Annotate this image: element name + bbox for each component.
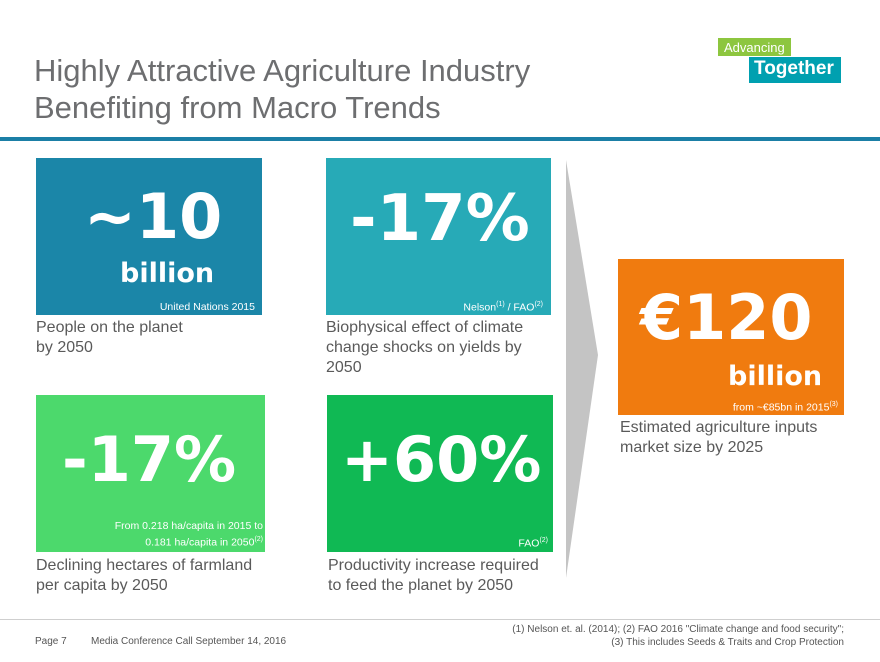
tile-productivity-caption: Productivity increase required to feed t…: [328, 556, 578, 596]
source-sup: (2): [534, 300, 543, 308]
source-sup: (1): [496, 300, 505, 308]
tile-climate-caption: Biophysical effect of climate change sho…: [326, 318, 566, 378]
tile-market: €120 billion from ~€85bn in 2015(3): [618, 259, 844, 415]
source-sup: (3): [829, 400, 838, 408]
caption-line: by 2050: [36, 339, 93, 356]
page-title: Highly Attractive Agriculture Industry B…: [34, 52, 654, 126]
tile-population-caption: People on the planet by 2050: [36, 318, 276, 358]
caption-line: change shocks on yields by: [326, 339, 522, 356]
caption-line: 2050: [326, 359, 362, 376]
source-text: Nelson: [463, 301, 497, 313]
caption-line: Declining hectares of farmland: [36, 557, 253, 574]
tile-farmland-caption: Declining hectares of farmland per capit…: [36, 556, 286, 596]
tile-climate: -17% Nelson(1) / FAO(2): [326, 158, 551, 315]
footer-notes: (1) Nelson et. al. (2014); (2) FAO 2016 …: [512, 623, 844, 649]
tile-market-value: €120: [640, 281, 813, 354]
header-rule: [0, 137, 880, 141]
source-sup: (2): [539, 536, 548, 544]
source-line: 0.181 ha/capita in 2050: [145, 536, 255, 548]
tile-population-unit: billion: [120, 258, 215, 289]
footer-rule: [0, 619, 880, 620]
tile-population-source: United Nations 2015: [159, 301, 255, 313]
footer-event: Media Conference Call September 14, 2016: [91, 636, 287, 647]
source-sup: (2): [254, 535, 263, 543]
source-text: from ~€85bn in 2015: [732, 401, 830, 413]
tile-productivity-value: +60%: [341, 423, 542, 496]
logo-line-1: Advancing: [718, 38, 791, 56]
caption-line: Productivity increase required: [328, 557, 539, 574]
caption-line: People on the planet: [36, 319, 183, 336]
footer-page-number: Page 7: [35, 636, 67, 647]
tile-productivity: +60% FAO(2): [327, 395, 553, 552]
tile-climate-value: -17%: [350, 182, 530, 256]
caption-line: per capita by 2050: [36, 577, 168, 594]
source-line: From 0.218 ha/capita in 2015 to: [114, 519, 263, 532]
tile-farmland-value: -17%: [62, 423, 237, 496]
caption-line: to feed the planet by 2050: [328, 577, 514, 594]
tile-climate-source: Nelson(1) / FAO(2): [463, 301, 543, 314]
tile-market-unit: billion: [728, 361, 823, 392]
tile-farmland: -17% From 0.218 ha/capita in 2015 to 0.1…: [36, 395, 265, 552]
title-line-1: Highly Attractive Agriculture Industry: [34, 53, 531, 88]
caption-line: market size by 2025: [620, 439, 764, 456]
tile-population: ~10 billion United Nations 2015: [36, 158, 262, 315]
tile-productivity-source: FAO(2): [518, 537, 548, 550]
tile-market-caption: Estimated agriculture inputs market size…: [620, 418, 860, 458]
source-text: / FAO: [504, 301, 535, 313]
caption-line: Estimated agriculture inputs: [620, 419, 818, 436]
caption-line: Biophysical effect of climate: [326, 319, 524, 336]
title-line-2: Benefiting from Macro Trends: [34, 90, 441, 125]
tile-farmland-source: From 0.218 ha/capita in 2015 to 0.181 ha…: [115, 520, 263, 550]
tile-market-source: from ~€85bn in 2015(3): [733, 401, 838, 414]
chevron-arrow-icon: [566, 160, 598, 578]
logo-line-2: Together: [749, 57, 841, 83]
footnote: (3) This includes Seeds & Traits and Cro…: [611, 637, 844, 648]
footnote: (1) Nelson et. al. (2014); (2) FAO 2016 …: [512, 624, 844, 635]
source-text: FAO: [518, 537, 540, 549]
tile-population-value: ~10: [84, 180, 223, 253]
advancing-together-logo: Advancing Together: [718, 38, 841, 83]
